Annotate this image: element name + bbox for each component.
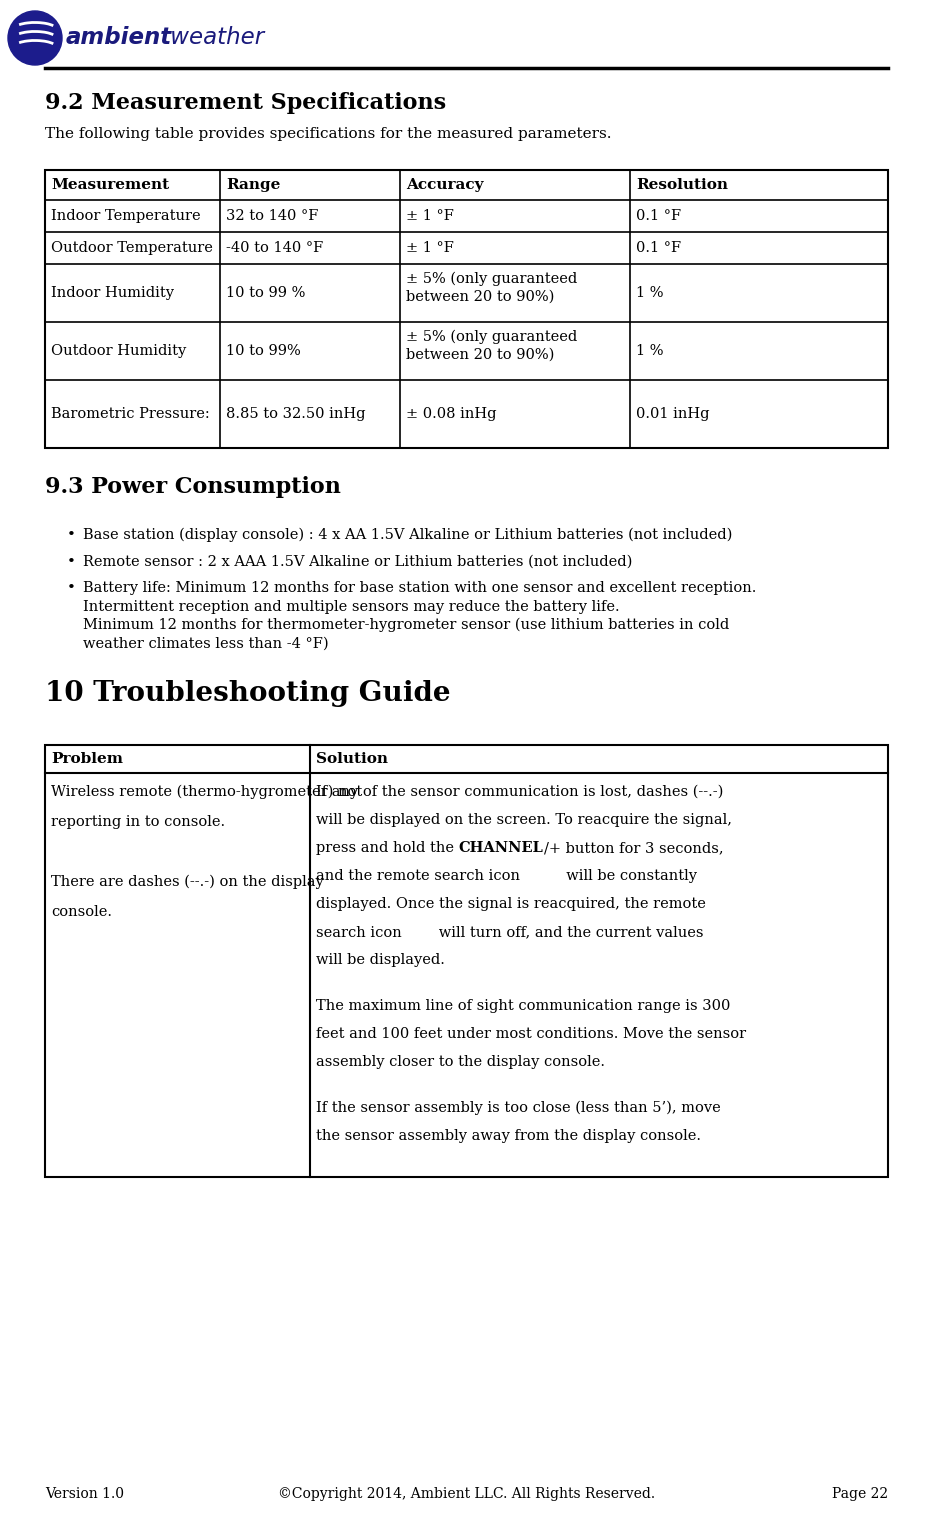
Text: Problem: Problem	[51, 751, 123, 767]
Text: feet and 100 feet under most conditions. Move the sensor: feet and 100 feet under most conditions.…	[316, 1027, 746, 1041]
Text: 1 %: 1 %	[636, 286, 663, 300]
Text: 1 %: 1 %	[636, 344, 663, 358]
Text: If any of the sensor communication is lost, dashes (--.-): If any of the sensor communication is lo…	[316, 785, 732, 800]
Text: Outdoor Humidity: Outdoor Humidity	[51, 344, 187, 358]
Text: Battery life: Minimum 12 months for base station with one sensor and excellent r: Battery life: Minimum 12 months for base…	[83, 580, 757, 595]
Text: 0.01 inHg: 0.01 inHg	[636, 408, 709, 421]
Text: ©Copyright 2014, Ambient LLC. All Rights Reserved.: ©Copyright 2014, Ambient LLC. All Rights…	[278, 1488, 655, 1501]
Text: •: •	[67, 580, 76, 595]
Text: 10 to 99%: 10 to 99%	[226, 344, 300, 358]
Text: Remote sensor : 2 x AAA 1.5V Alkaline or Lithium batteries (not included): Remote sensor : 2 x AAA 1.5V Alkaline or…	[83, 554, 633, 568]
Text: If the sensor assembly is too close (less than 5’), move: If the sensor assembly is too close (les…	[316, 1101, 721, 1115]
Text: Page 22: Page 22	[832, 1488, 888, 1501]
Text: Solution: Solution	[316, 751, 388, 767]
Text: The following table provides specifications for the measured parameters.: The following table provides specificati…	[45, 127, 611, 141]
Text: Barometric Pressure:: Barometric Pressure:	[51, 408, 210, 421]
Text: assembly closer to the display console.: assembly closer to the display console.	[316, 1054, 605, 1070]
Text: Version 1.0: Version 1.0	[45, 1488, 124, 1501]
Text: 10 to 99 %: 10 to 99 %	[226, 286, 305, 300]
Text: Minimum 12 months for thermometer-hygrometer sensor (use lithium batteries in co: Minimum 12 months for thermometer-hygrom…	[83, 618, 730, 632]
Text: ± 0.08 inHg: ± 0.08 inHg	[406, 408, 496, 421]
Text: CHANNEL: CHANNEL	[459, 841, 544, 854]
Text: ± 5% (only guaranteed: ± 5% (only guaranteed	[406, 330, 578, 344]
Text: 9.3 Power Consumption: 9.3 Power Consumption	[45, 476, 341, 498]
Text: will be displayed.: will be displayed.	[316, 953, 445, 967]
Text: reporting in to console.: reporting in to console.	[51, 815, 225, 829]
Text: between 20 to 90%): between 20 to 90%)	[406, 289, 554, 305]
Text: ± 1 °F: ± 1 °F	[406, 209, 453, 223]
Text: 32 to 140 °F: 32 to 140 °F	[226, 209, 318, 223]
Text: Measurement: Measurement	[51, 177, 169, 192]
Text: Base station (display console) : 4 x AA 1.5V Alkaline or Lithium batteries (not : Base station (display console) : 4 x AA …	[83, 529, 732, 542]
Text: ambient: ambient	[66, 26, 172, 50]
Text: Range: Range	[226, 177, 281, 192]
Text: 8.85 to 32.50 inHg: 8.85 to 32.50 inHg	[226, 408, 366, 421]
Text: and the remote search icon          will be constantly: and the remote search icon will be const…	[316, 870, 697, 883]
Text: between 20 to 90%): between 20 to 90%)	[406, 348, 554, 362]
Text: displayed. Once the signal is reacquired, the remote: displayed. Once the signal is reacquired…	[316, 897, 706, 911]
Text: 0.1 °F: 0.1 °F	[636, 241, 681, 255]
Text: There are dashes (--.-) on the display: There are dashes (--.-) on the display	[51, 876, 324, 889]
Text: Intermittent reception and multiple sensors may reduce the battery life.: Intermittent reception and multiple sens…	[83, 600, 620, 614]
Text: -40 to 140 °F: -40 to 140 °F	[226, 241, 323, 255]
Text: •: •	[67, 529, 76, 542]
Circle shape	[8, 11, 62, 65]
Text: 9.2 Measurement Specifications: 9.2 Measurement Specifications	[45, 92, 446, 114]
Text: search icon        will turn off, and the current values: search icon will turn off, and the curre…	[316, 926, 703, 939]
Text: ± 1 °F: ± 1 °F	[406, 241, 453, 255]
Text: /+ button for 3 seconds,: /+ button for 3 seconds,	[544, 841, 723, 854]
Text: Resolution: Resolution	[636, 177, 728, 192]
Text: console.: console.	[51, 904, 112, 920]
Text: will be displayed on the screen. To reacquire the signal,: will be displayed on the screen. To reac…	[316, 814, 732, 827]
Text: •: •	[67, 554, 76, 568]
Text: weather: weather	[163, 26, 264, 50]
Text: Wireless remote (thermo-hygrometer) not: Wireless remote (thermo-hygrometer) not	[51, 785, 362, 800]
Bar	[45, 745, 888, 1177]
Text: Indoor Temperature: Indoor Temperature	[51, 209, 201, 223]
Text: weather climates less than -4 °F): weather climates less than -4 °F)	[83, 636, 328, 650]
Text: Indoor Humidity: Indoor Humidity	[51, 286, 174, 300]
Bar	[45, 170, 888, 448]
Text: 0.1 °F: 0.1 °F	[636, 209, 681, 223]
Text: the sensor assembly away from the display console.: the sensor assembly away from the displa…	[316, 1129, 701, 1142]
Text: 10 Troubleshooting Guide: 10 Troubleshooting Guide	[45, 680, 451, 708]
Text: press and hold the: press and hold the	[316, 841, 459, 854]
Text: ± 5% (only guaranteed: ± 5% (only guaranteed	[406, 273, 578, 286]
Text: The maximum line of sight communication range is 300: The maximum line of sight communication …	[316, 998, 731, 1014]
Text: Outdoor Temperature: Outdoor Temperature	[51, 241, 213, 255]
Text: Accuracy: Accuracy	[406, 177, 483, 192]
